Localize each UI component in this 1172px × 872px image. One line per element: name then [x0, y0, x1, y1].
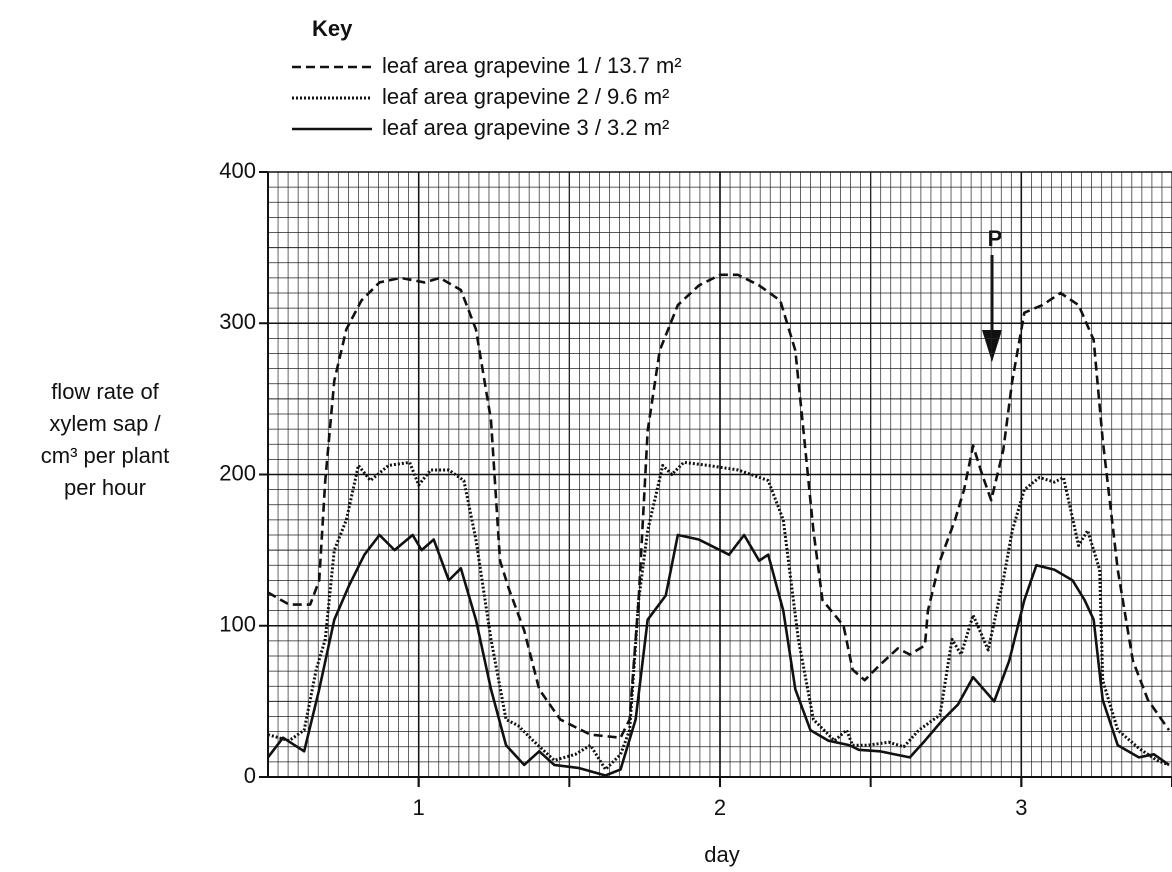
x-tick-label: 2: [714, 795, 726, 820]
y-tick-label: 200: [219, 460, 256, 485]
y-tick-label: 300: [219, 309, 256, 334]
y-axis-label: cm³ per plant: [41, 443, 169, 468]
legend-title: Key: [312, 16, 353, 41]
legend-label: leaf area grapevine 1 / 13.7 m²: [382, 53, 682, 78]
series-line: [267, 273, 1171, 739]
x-tick-label: 3: [1015, 795, 1027, 820]
x-tick-label: 1: [413, 795, 425, 820]
legend-label: leaf area grapevine 2 / 9.6 m²: [382, 84, 669, 109]
legend-label: leaf area grapevine 3 / 3.2 m²: [382, 115, 669, 140]
series-line: [267, 460, 1170, 771]
y-axis-label: per hour: [64, 475, 146, 500]
y-tick-label: 400: [219, 158, 256, 183]
y-tick-label: 0: [244, 763, 256, 788]
annotation-arrowhead: [982, 330, 1002, 362]
annotation: P: [988, 226, 1003, 251]
y-tick-label: 100: [219, 612, 256, 637]
y-axis-label: xylem sap /: [49, 411, 161, 436]
series-line: [266, 533, 1170, 777]
y-axis-label: flow rate of: [51, 379, 159, 404]
x-axis-label: day: [704, 842, 739, 867]
